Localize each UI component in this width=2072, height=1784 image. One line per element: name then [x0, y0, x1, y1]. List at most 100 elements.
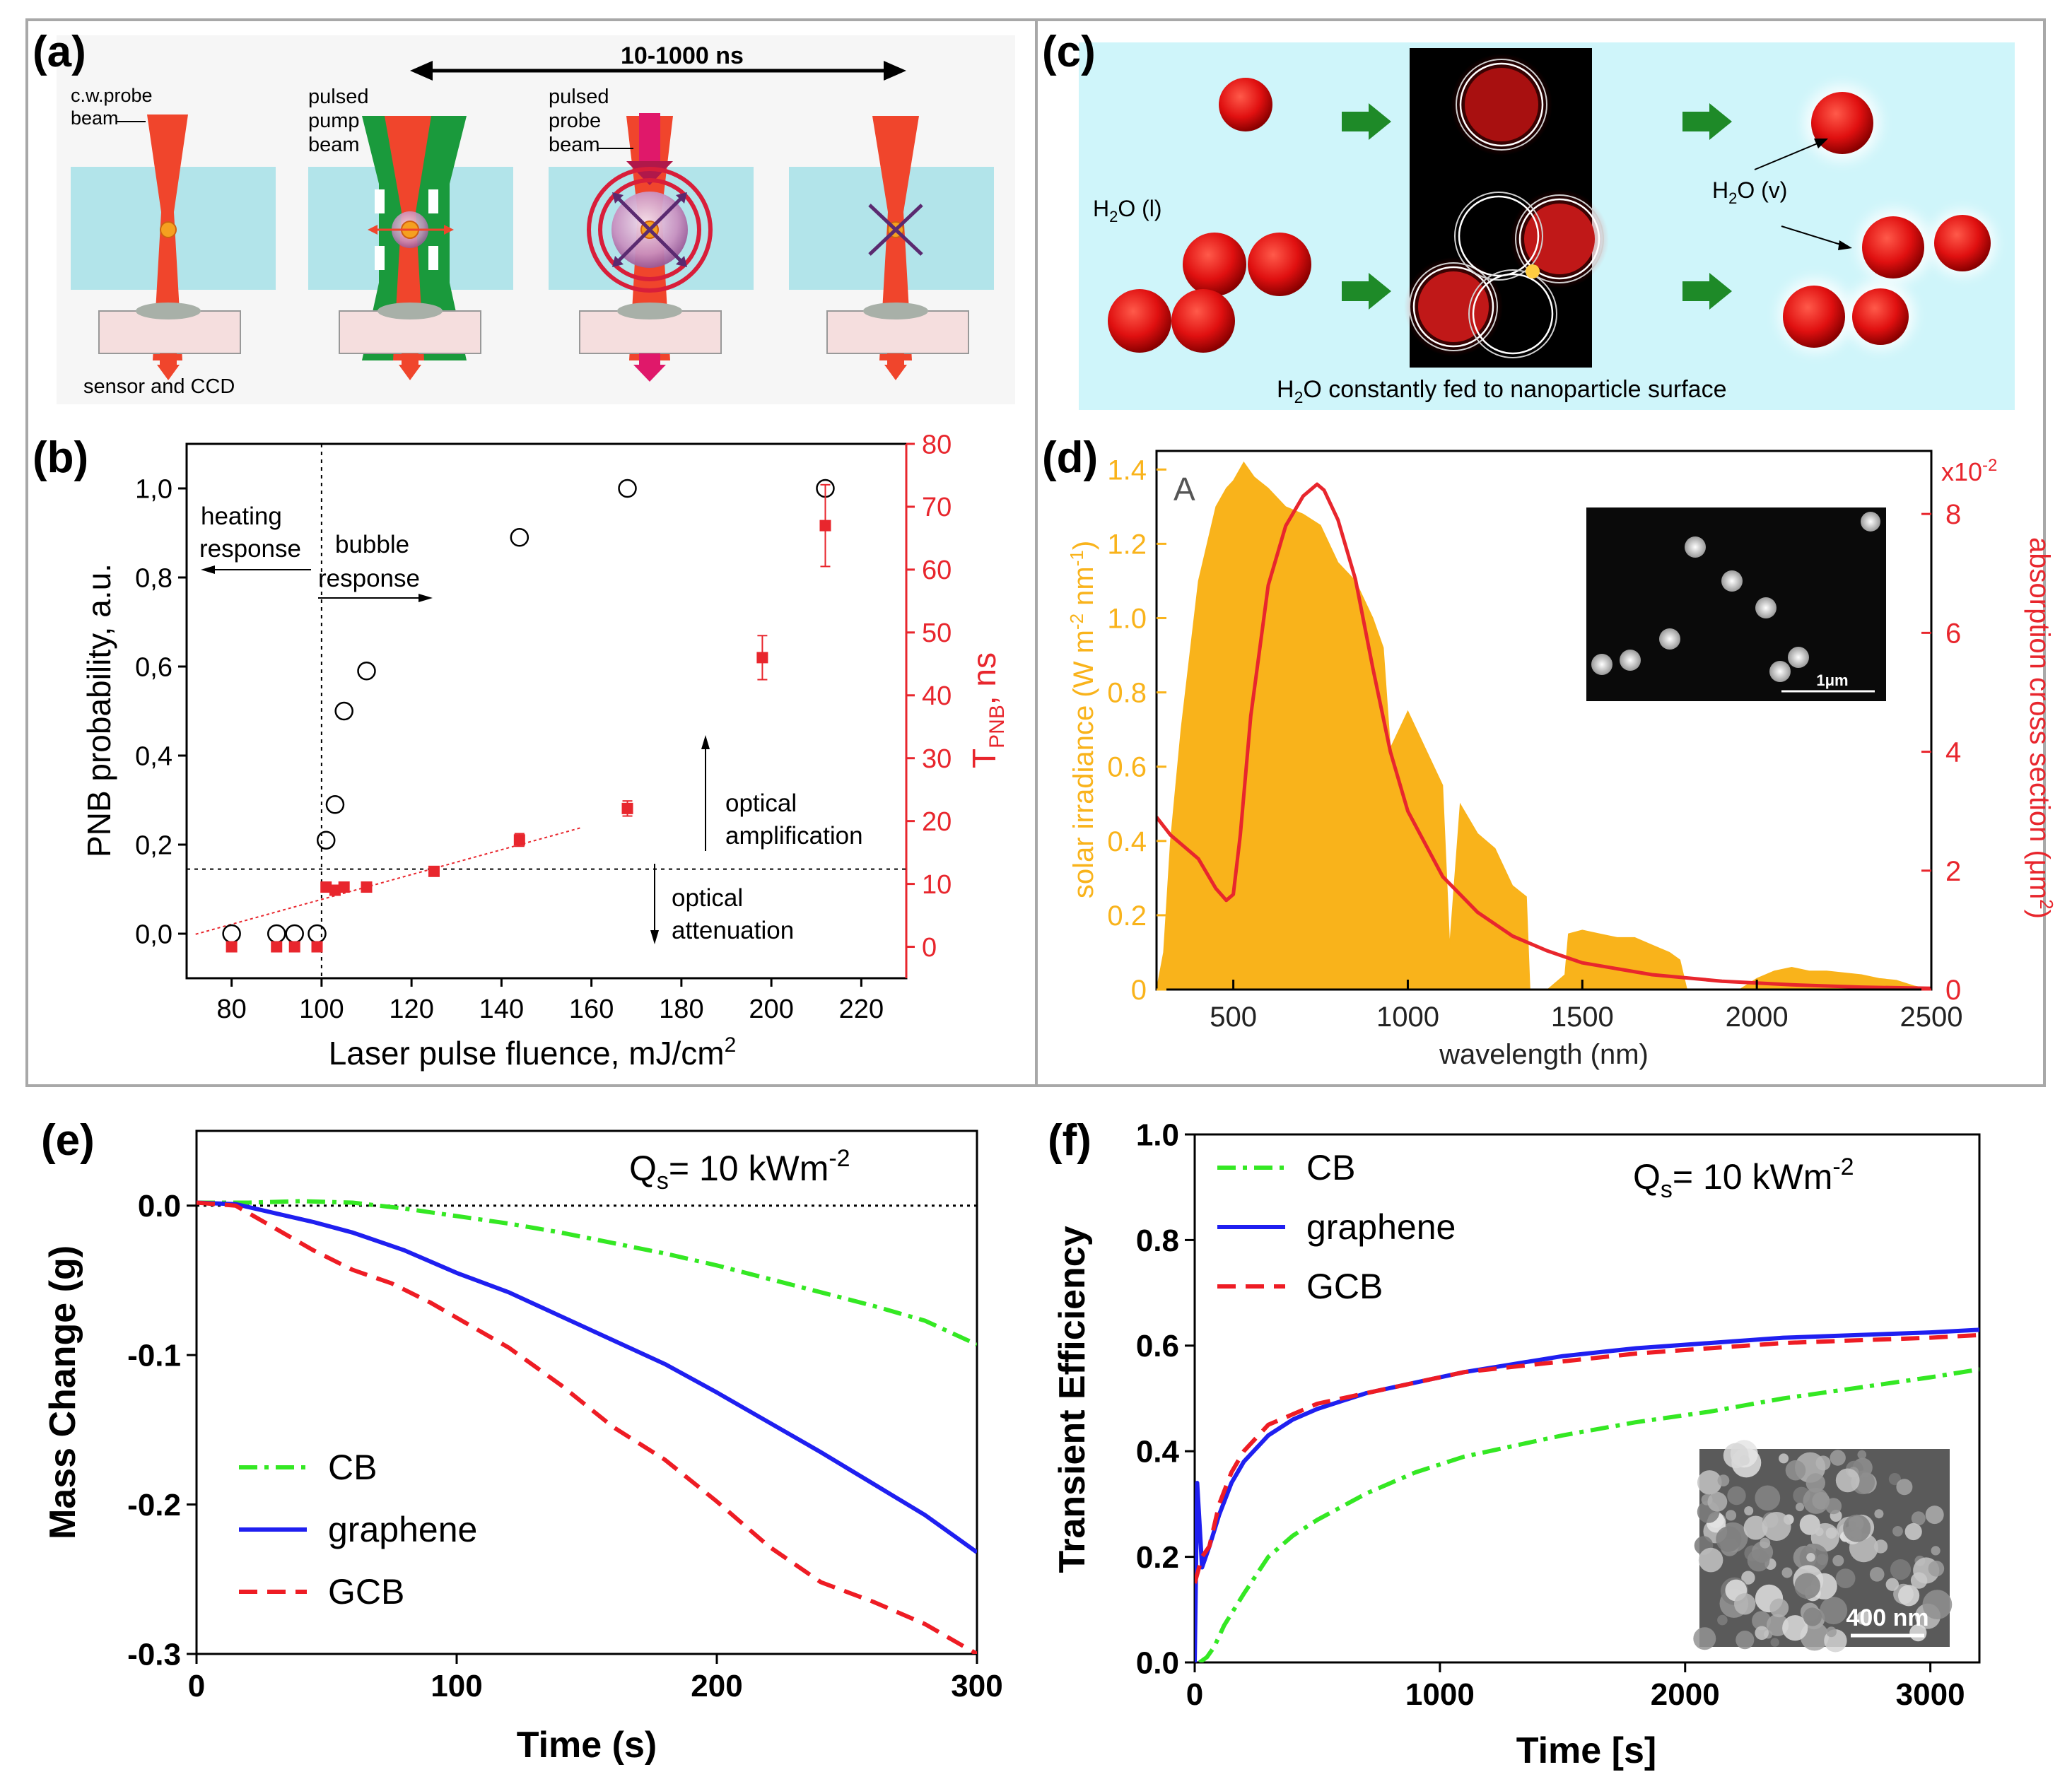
stage-1 — [71, 115, 276, 380]
y-right-tick-label: 60 — [922, 556, 952, 585]
probability-point — [267, 924, 286, 944]
tpnb-point — [513, 834, 525, 846]
panel-d-irradiance — [1157, 461, 1931, 990]
tpnb-point — [320, 881, 332, 893]
sem-grain — [1697, 1470, 1722, 1495]
probability-point — [316, 831, 336, 850]
y-tick-label: 0.2 — [1136, 1540, 1179, 1575]
panel-d-cross-section — [1157, 482, 1931, 990]
probability-point — [308, 924, 327, 944]
sem-inset-f-scale: 400 nm — [1846, 1604, 1928, 1631]
sem-grain — [1904, 1522, 1922, 1541]
tpnb-point — [338, 881, 350, 893]
panel-e-ticks: 0 100 200 300 0.0 -0.1 -0.2 -0.3 — [127, 1189, 1003, 1703]
panel-b-marks — [222, 479, 835, 953]
panel-b: 80 100 120 140 160 180 200 2200,00,20,40,60,81,… — [81, 430, 1009, 1072]
legend-label-graphene: graphene — [328, 1510, 477, 1549]
label-cw-probe-1: c.w.probe — [71, 85, 153, 106]
probability-point — [510, 528, 529, 547]
panel-d-axes-frame — [1155, 450, 1933, 991]
stage-2 — [308, 116, 513, 380]
timing-arrow — [410, 61, 906, 81]
sem-grain — [1803, 1487, 1830, 1514]
stage-4 — [789, 116, 994, 380]
y-tick-label: 1,0 — [135, 474, 172, 504]
annotation-heating: heating response — [199, 503, 311, 574]
y-tick-label: 0,4 — [135, 741, 172, 771]
sem-grain — [1898, 1585, 1920, 1607]
sem-grain — [1755, 1485, 1781, 1511]
y-tick-label: 0.0 — [138, 1189, 181, 1223]
sem-grain — [1890, 1559, 1912, 1580]
legend-label-GCB: GCB — [1306, 1267, 1383, 1306]
y-right-tick-label: 6 — [1945, 618, 1961, 649]
label-pprobe-1: pulsed — [549, 86, 609, 108]
sem-grain — [1698, 1547, 1723, 1573]
sem-inset-f: 400 nm — [1693, 1440, 1953, 1653]
series-CB — [1198, 1367, 1979, 1662]
sem-grain — [1782, 1615, 1808, 1641]
irradiance-area — [1157, 461, 1931, 990]
sem-grain — [1781, 1567, 1793, 1578]
nanoparticle-single — [1219, 78, 1272, 131]
x-tick-label: 220 — [839, 994, 884, 1024]
y-right-tick-label: 70 — [922, 493, 952, 522]
sem-grain — [1707, 1491, 1728, 1512]
y-right-tick-label: 10 — [922, 870, 952, 900]
x-tick-label: 1000 — [1376, 1002, 1439, 1033]
y-tick-label: 0,8 — [135, 563, 172, 593]
tpnb-point — [819, 520, 831, 532]
annotation-amp-2: amplification — [725, 822, 863, 850]
cross-section-line — [1157, 482, 1931, 990]
label-pump-3: beam — [308, 134, 360, 156]
label-pprobe-3: beam — [549, 134, 600, 156]
panel-e-series — [197, 1199, 977, 1654]
sem-grain — [1911, 1511, 1926, 1526]
panel-b-reference-lines — [187, 444, 906, 978]
tpnb-point — [329, 884, 341, 896]
sem-grain — [1747, 1549, 1770, 1572]
sem-grain — [1752, 1611, 1772, 1631]
label-pump-2: pump — [308, 110, 360, 132]
sem-grain — [1888, 1473, 1901, 1486]
sem-grain — [1762, 1512, 1791, 1541]
panel-d-ylabel: solar irradiance (W m-2 nm-1) — [1066, 541, 1099, 898]
tpnb-point — [288, 941, 300, 953]
x-tick-label: 80 — [216, 994, 246, 1024]
series-graphene — [197, 1200, 977, 1554]
panel-d-ticks: 500 1000 1500 2000 250000.20.40.60.81.01.21.… — [1107, 454, 1962, 1033]
legend-label-GCB: GCB — [328, 1572, 404, 1612]
y-tick-label: 0,2 — [135, 831, 172, 860]
timing-label: 10-1000 ns — [621, 42, 744, 69]
nanoparticle — [160, 221, 177, 238]
y-right-tick-label: 0 — [1945, 975, 1961, 1006]
panel-c: H2O (l) H2O (v) H2O constantly fed to na… — [1079, 42, 2015, 410]
y-tick-label: 0,6 — [135, 652, 172, 682]
panel-b-xlabel: Laser pulse fluence, mJ/cm2 — [329, 1033, 737, 1072]
arrow-right-1 — [1342, 103, 1391, 140]
sem-grain — [1835, 1568, 1856, 1589]
annotation-bubble: bubble response — [318, 531, 433, 602]
annotation-amp-1: optical — [725, 790, 797, 817]
x-tick-label: 1000 — [1405, 1677, 1475, 1712]
sem-grain — [1843, 1514, 1871, 1542]
sem-grain — [1785, 1460, 1806, 1481]
sem-grain — [1717, 1474, 1730, 1487]
x-tick-label: 1500 — [1551, 1002, 1614, 1033]
sem-grain — [1743, 1515, 1768, 1540]
sem-grain — [1717, 1614, 1728, 1626]
y-tick-label: 0.8 — [1136, 1223, 1179, 1258]
y-tick-label: 0,0 — [135, 920, 172, 949]
tpnb-point — [271, 941, 283, 953]
y-tick-label: 0.2 — [1107, 900, 1147, 932]
probability-point — [222, 924, 241, 944]
tpnb-point — [621, 802, 633, 814]
annotation-amplification: optical amplification — [701, 735, 863, 851]
x-tick-label: 140 — [479, 994, 524, 1024]
legend-label-graphene: graphene — [1306, 1207, 1456, 1247]
x-tick-label: 2000 — [1651, 1677, 1720, 1712]
series-GCB — [197, 1200, 977, 1654]
sem-grain — [1873, 1539, 1888, 1554]
y-tick-label: 0.8 — [1107, 678, 1147, 709]
sem-grain — [1825, 1498, 1842, 1515]
